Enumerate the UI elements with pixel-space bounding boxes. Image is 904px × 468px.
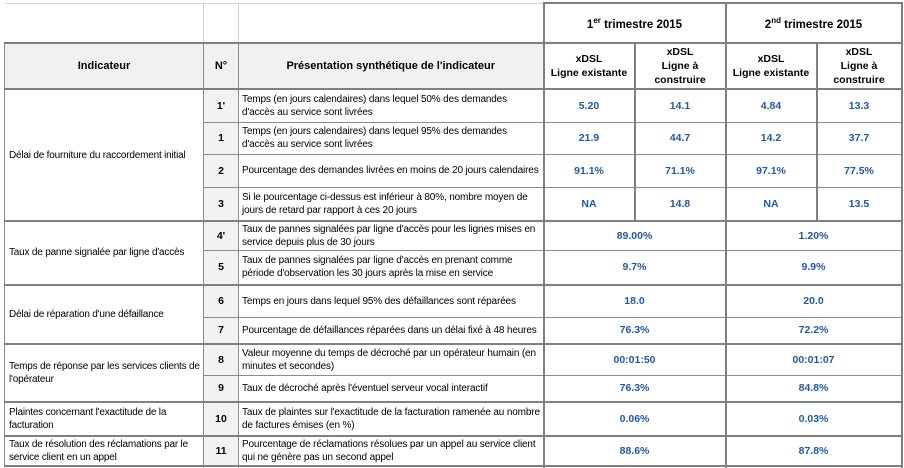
header-xdsl-tobuild-q1: xDSL Ligne à construire (633, 42, 727, 90)
indicator-cell: Taux de panne signalée par ligne d'accès (4, 220, 204, 285)
quarter-header-q1: 1er trimestre 2015 (542, 2, 727, 44)
presentation-cell: Valeur moyenne du temps de décroché par … (238, 342, 544, 376)
table-row: 2 Pourcentage des demandes livrées en mo… (5, 153, 903, 188)
presentation-cell: Pourcentage de réclamations résolues par… (238, 434, 544, 466)
value-cell: 77.5% (815, 153, 903, 188)
header-xdsl-existing-q2: xDSL Ligne existante (724, 42, 818, 90)
num-cell: 6 (203, 283, 239, 318)
value-cell: 18.0 (542, 283, 727, 318)
presentation-cell: Taux de pannes signalées par ligne d'acc… (238, 250, 544, 285)
value-cell: 84.8% (724, 375, 903, 402)
indicator-cell: Temps de réponse par les services client… (4, 342, 204, 402)
column-header-row: Indicateur N° Présentation synthétique d… (4, 42, 903, 90)
table-row: 5 Taux de pannes signalées par ligne d'a… (5, 250, 903, 285)
num-cell: 8 (203, 342, 239, 376)
presentation-cell: Taux de plaintes sur l'exactitude de la … (238, 400, 544, 436)
value-cell: 00:01:50 (542, 342, 727, 376)
value-cell: 14.8 (633, 186, 727, 222)
value-cell: 71.1% (633, 153, 727, 188)
table-row: 9 Taux de décroché après l'éventuel serv… (5, 375, 903, 402)
presentation-cell: Taux de décroché après l'éventuel serveu… (238, 375, 544, 402)
value-cell: 20.0 (724, 283, 903, 318)
presentation-cell: Temps en jours dans lequel 95% des défai… (238, 283, 544, 318)
ordinal-superscript: nd (771, 15, 781, 25)
ordinal-superscript: er (593, 15, 601, 25)
indicator-cell: Plaintes concernant l'exactitude de la f… (4, 400, 204, 436)
value-cell: 88.6% (542, 434, 727, 466)
report-table: 1er trimestre 2015 2nd trimestre 2015 In… (4, 2, 903, 468)
value-cell: 9.9% (724, 250, 903, 285)
blank-cell (238, 2, 544, 43)
num-cell: 1' (203, 88, 239, 123)
value-cell: 0.03% (724, 400, 903, 436)
table-row: 3 Si le pourcentage ci-dessus est inféri… (5, 186, 903, 222)
value-cell: 76.3% (542, 317, 727, 344)
table-row: Délai de fourniture du raccordement init… (4, 88, 903, 222)
indicator-cell: Délai de fourniture du raccordement init… (4, 88, 204, 222)
indicator-cell: Taux de résolution des réclamations par … (4, 434, 204, 466)
table-row: Taux de panne signalée par ligne d'accès… (4, 220, 903, 285)
table-row: 7 Pourcentage de défaillances réparées d… (5, 317, 903, 344)
num-cell: 7 (203, 317, 239, 344)
table-continuation-stub (4, 464, 903, 468)
value-cell: 13.5 (815, 186, 903, 222)
num-cell: 3 (203, 186, 239, 222)
table-row: Plaintes concernant l'exactitude de la f… (4, 400, 903, 436)
table-row: Temps de réponse par les services client… (4, 342, 903, 402)
blank-cell (203, 2, 239, 43)
header-number: N° (203, 42, 239, 90)
value-cell: 87.8% (724, 434, 903, 466)
value-cell: 9.7% (542, 250, 727, 285)
table-row: Délai de réparation d'une défaillance 6 … (4, 283, 903, 344)
num-cell: 10 (203, 400, 239, 436)
indicator-cell: Délai de réparation d'une défaillance (4, 283, 204, 344)
value-cell: NA (724, 186, 818, 222)
value-cell: 4.84 (724, 88, 818, 123)
presentation-cell: Temps (en jours calendaires) dans lequel… (238, 88, 544, 123)
num-cell: 1 (203, 121, 239, 155)
header-xdsl-tobuild-q2: xDSL Ligne à construire (815, 42, 903, 90)
value-cell: 14.1 (633, 88, 727, 123)
num-cell: 9 (203, 375, 239, 402)
value-cell: 13.3 (815, 88, 903, 123)
value-cell: 72.2% (724, 317, 903, 344)
presentation-cell: Si le pourcentage ci-dessus est inférieu… (238, 186, 544, 222)
value-cell: 91.1% (542, 153, 636, 188)
table-row: Taux de résolution des réclamations par … (4, 434, 903, 466)
value-cell: 00:01:07 (724, 342, 903, 376)
quarter-header-q2: 2nd trimestre 2015 (724, 2, 903, 44)
num-cell: 11 (203, 434, 239, 466)
presentation-cell: Pourcentage de défaillances réparées dan… (238, 317, 544, 344)
value-cell: 76.3% (542, 375, 727, 402)
stub-cell (724, 464, 903, 468)
value-cell: 14.2 (724, 121, 818, 155)
quarter-header-row: 1er trimestre 2015 2nd trimestre 2015 (4, 2, 903, 44)
presentation-cell: Temps (en jours calendaires) dans lequel… (238, 121, 544, 155)
value-cell: NA (542, 186, 636, 222)
blank-cell (4, 2, 204, 43)
value-cell: 97.1% (724, 153, 818, 188)
table-row: 1 Temps (en jours calendaires) dans lequ… (5, 121, 903, 155)
num-cell: 4' (203, 220, 239, 251)
value-cell: 37.7 (815, 121, 903, 155)
num-cell: 2 (203, 153, 239, 188)
num-cell: 5 (203, 250, 239, 285)
header-presentation: Présentation synthétique de l'indicateur (238, 42, 544, 90)
value-cell: 5.20 (542, 88, 636, 123)
presentation-cell: Taux de pannes signalées par ligne d'acc… (238, 220, 544, 251)
value-cell: 1.20% (724, 220, 903, 251)
value-cell: 44.7 (633, 121, 727, 155)
presentation-cell: Pourcentage des demandes livrées en moin… (238, 153, 544, 188)
value-cell: 89.00% (542, 220, 727, 251)
value-cell: 21.9 (542, 121, 636, 155)
value-cell: 0.06% (542, 400, 727, 436)
stub-cell (542, 464, 727, 468)
header-xdsl-existing-q1: xDSL Ligne existante (542, 42, 636, 90)
header-indicator: Indicateur (4, 42, 204, 90)
